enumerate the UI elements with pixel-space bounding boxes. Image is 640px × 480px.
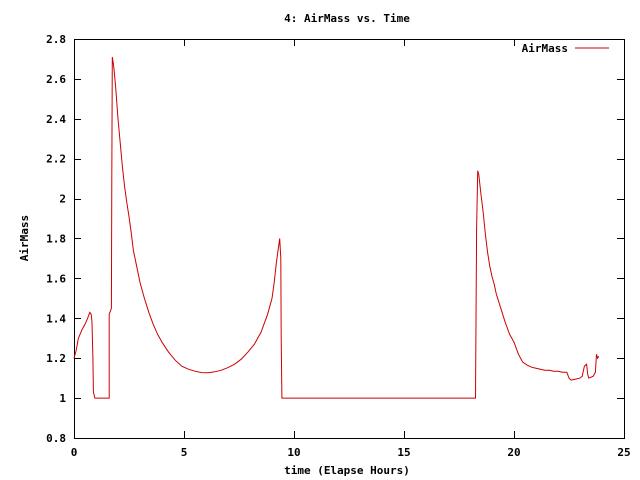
x-tick-label: 0 — [71, 446, 78, 459]
y-tick-label: 2.8 — [46, 33, 66, 46]
y-tick-label: 1.8 — [46, 233, 66, 246]
chart-title: 4: AirMass vs. Time — [284, 12, 410, 25]
x-tick-label: 10 — [287, 446, 300, 459]
y-tick-label: 2.6 — [46, 73, 66, 86]
y-axis-label: AirMass — [18, 215, 31, 261]
y-tick-label: 2 — [59, 193, 66, 206]
plot-area-frame — [74, 39, 625, 439]
legend-label-airmass: AirMass — [522, 42, 568, 55]
y-tick-label: 1.6 — [46, 272, 66, 285]
x-axis-ticks: 0 5 10 15 20 25 — [71, 39, 631, 459]
y-tick-label: 0.8 — [46, 432, 66, 445]
x-axis-label: time (Elapse Hours) — [284, 464, 410, 477]
x-tick-label: 15 — [397, 446, 410, 459]
y-tick-label: 2.4 — [46, 113, 66, 126]
legend: AirMass — [522, 42, 609, 55]
x-tick-label: 25 — [617, 446, 630, 459]
x-tick-label: 5 — [181, 446, 188, 459]
y-tick-label: 1 — [59, 392, 66, 405]
x-tick-label: 20 — [507, 446, 520, 459]
y-tick-label: 1.2 — [46, 352, 66, 365]
y-axis-ticks: 0.8 1 1.2 1.4 1.6 1.8 2 2.2 2.4 2.6 2.8 — [46, 33, 624, 445]
series-line-airmass — [73, 56, 600, 399]
y-tick-label: 1.4 — [46, 312, 66, 325]
y-tick-label: 2.2 — [46, 153, 66, 166]
